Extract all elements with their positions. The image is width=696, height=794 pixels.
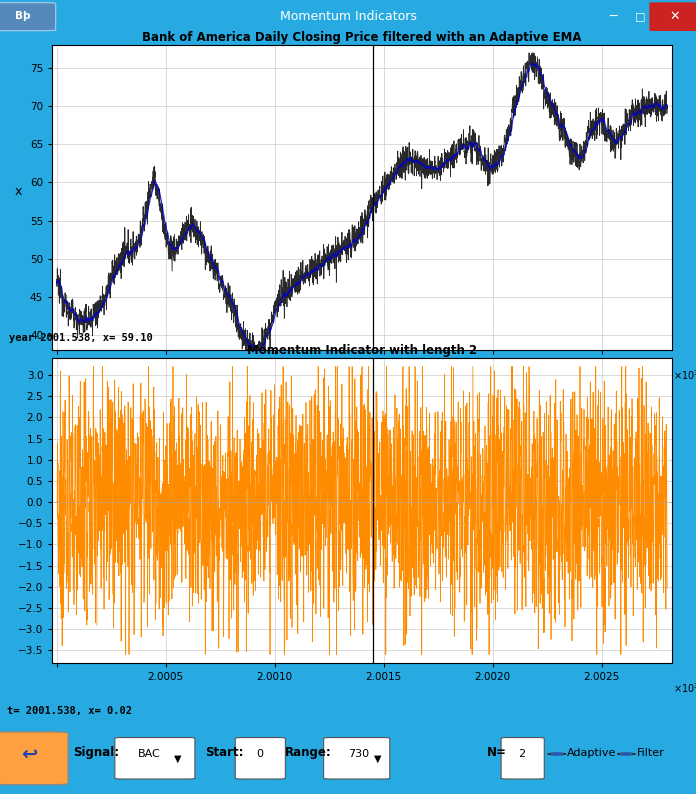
Text: ↩: ↩ xyxy=(21,746,38,764)
Text: Momentum Indicators: Momentum Indicators xyxy=(280,10,416,22)
FancyBboxPatch shape xyxy=(324,738,390,779)
Text: Start:: Start: xyxy=(205,746,244,759)
Text: Bþ: Bþ xyxy=(15,11,30,21)
FancyBboxPatch shape xyxy=(235,738,285,779)
FancyBboxPatch shape xyxy=(501,738,544,779)
Text: $\times 10^3$: $\times 10^3$ xyxy=(673,681,696,695)
Text: ─: ─ xyxy=(609,10,616,22)
FancyBboxPatch shape xyxy=(115,738,195,779)
Text: N=: N= xyxy=(487,746,507,759)
Text: ▼: ▼ xyxy=(174,754,181,763)
Text: Filter: Filter xyxy=(637,748,665,757)
Text: Range:: Range: xyxy=(285,746,332,759)
Text: ▼: ▼ xyxy=(374,754,381,763)
Text: BAC: BAC xyxy=(138,749,161,759)
Text: $\times 10^3$: $\times 10^3$ xyxy=(673,368,696,382)
Circle shape xyxy=(548,753,566,755)
Circle shape xyxy=(617,753,635,755)
Title: Momentum Indicator with length 2: Momentum Indicator with length 2 xyxy=(247,344,477,357)
Text: Signal:: Signal: xyxy=(73,746,119,759)
Text: t= 2001.538, x= 0.02: t= 2001.538, x= 0.02 xyxy=(7,706,132,715)
Text: 730: 730 xyxy=(348,749,369,759)
Text: 2: 2 xyxy=(519,749,525,759)
Y-axis label: x: x xyxy=(15,185,22,198)
Text: year 2001.538, x= 59.10: year 2001.538, x= 59.10 xyxy=(9,333,152,343)
Text: □: □ xyxy=(635,11,646,21)
Title: Bank of America Daily Closing Price filtered with an Adaptive EMA: Bank of America Daily Closing Price filt… xyxy=(142,31,582,44)
FancyBboxPatch shape xyxy=(0,732,68,784)
FancyBboxPatch shape xyxy=(0,2,56,31)
Text: ✕: ✕ xyxy=(669,10,680,22)
FancyBboxPatch shape xyxy=(649,2,696,31)
Text: Adaptive: Adaptive xyxy=(567,748,617,757)
Text: 0: 0 xyxy=(256,749,263,759)
X-axis label: Time (years): Time (years) xyxy=(327,372,397,382)
